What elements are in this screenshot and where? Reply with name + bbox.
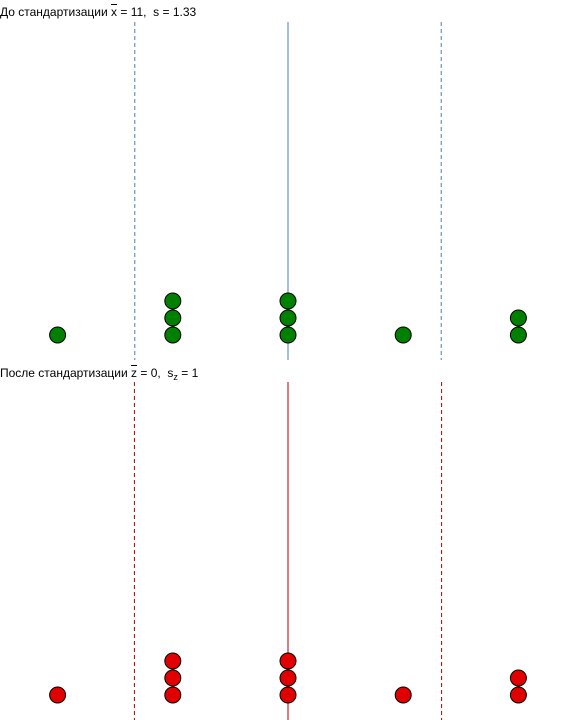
dot-plot-after: [49, 382, 527, 720]
chart-panel-after: После стандартизации z = 0, sz = 1: [0, 360, 576, 720]
mean-text: = 11,: [117, 5, 147, 19]
data-point: [279, 686, 297, 704]
data-point: [49, 686, 67, 704]
sd-subscript: z: [173, 372, 178, 382]
data-point: [164, 686, 182, 704]
data-point: [164, 669, 182, 687]
chart-title-after: После стандартизации z = 0, sz = 1: [0, 366, 198, 384]
data-point: [49, 326, 67, 344]
chart-title-before: До стандартизации x = 11, s = 1.33: [0, 5, 196, 19]
sd-text: = 1.33: [159, 5, 197, 19]
data-point: [394, 686, 412, 704]
title-prefix: До стандартизации: [0, 5, 112, 19]
data-point: [279, 309, 297, 327]
mean-symbol: x: [111, 5, 118, 19]
data-point: [164, 309, 182, 327]
sd-symbol: s: [153, 5, 160, 19]
data-point: [394, 326, 412, 344]
data-point: [164, 326, 182, 344]
data-point: [509, 326, 527, 344]
data-point: [279, 669, 297, 687]
mean-symbol: z: [131, 366, 138, 380]
data-point: [279, 652, 297, 670]
data-point: [509, 309, 527, 327]
data-point: [279, 326, 297, 344]
data-point: [164, 652, 182, 670]
chart-panel-before: До стандартизации x = 11, s = 1.33: [0, 5, 527, 360]
sd-text: = 1: [177, 366, 199, 380]
data-point: [279, 292, 297, 310]
data-point: [509, 669, 527, 687]
title-prefix: После стандартизации: [0, 366, 132, 380]
mean-text: = 0,: [137, 366, 161, 380]
data-point: [164, 292, 182, 310]
sd-symbol: s: [167, 366, 174, 380]
dot-plot-before: [49, 22, 527, 360]
data-point: [509, 686, 527, 704]
